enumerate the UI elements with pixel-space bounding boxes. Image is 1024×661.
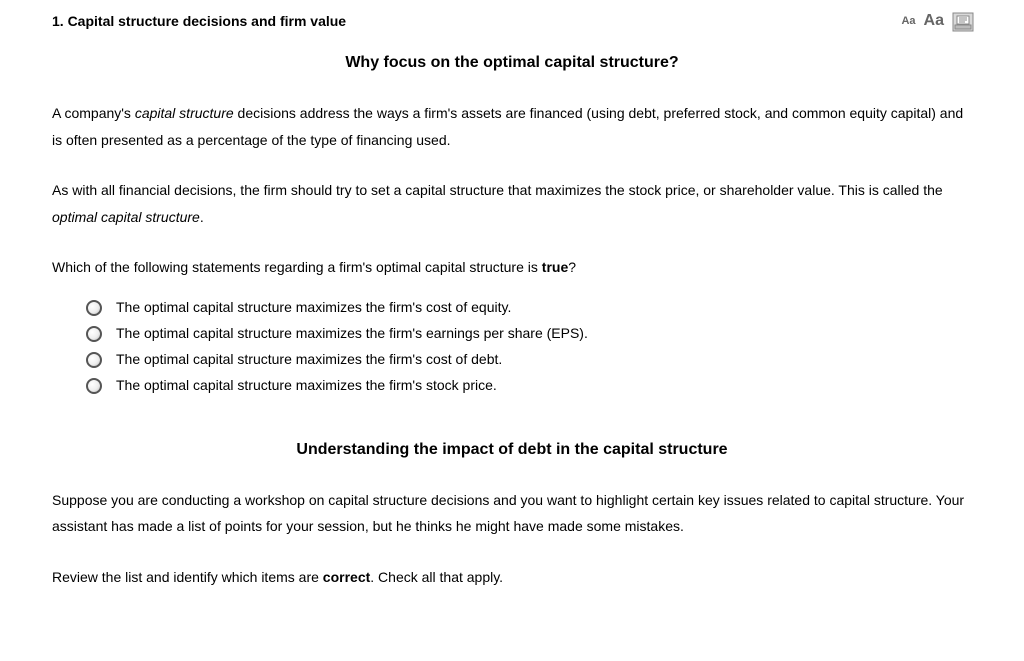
para2-text-pre: As with all financial decisions, the fir… <box>52 182 943 198</box>
question-title: 1. Capital structure decisions and firm … <box>52 13 346 29</box>
option-label: The optimal capital structure maximizes … <box>116 321 588 347</box>
header-tools: Aa Aa <box>901 12 972 30</box>
font-size-large-button[interactable]: Aa <box>924 12 944 30</box>
para2-term: optimal capital structure <box>52 209 200 225</box>
option-row[interactable]: The optimal capital structure maximizes … <box>86 321 972 347</box>
radio-icon[interactable] <box>86 378 102 394</box>
radio-icon[interactable] <box>86 300 102 316</box>
s2p2-bold: correct <box>323 569 370 585</box>
section2-para1: Suppose you are conducting a workshop on… <box>52 487 972 540</box>
option-label: The optimal capital structure maximizes … <box>116 373 497 399</box>
header-row: 1. Capital structure decisions and firm … <box>52 12 972 30</box>
radio-icon[interactable] <box>86 326 102 342</box>
option-row[interactable]: The optimal capital structure maximizes … <box>86 295 972 321</box>
font-size-small-button[interactable]: Aa <box>901 15 915 27</box>
question-bold: true <box>542 259 568 275</box>
option-row[interactable]: The optimal capital structure maximizes … <box>86 347 972 373</box>
question-stem: Which of the following statements regard… <box>52 254 972 281</box>
section1-para2: As with all financial decisions, the fir… <box>52 177 972 230</box>
s2p2-pre: Review the list and identify which items… <box>52 569 323 585</box>
radio-icon[interactable] <box>86 352 102 368</box>
page-container: 1. Capital structure decisions and firm … <box>0 0 1024 610</box>
s2p2-post: . Check all that apply. <box>370 569 503 585</box>
section2-para2: Review the list and identify which items… <box>52 564 972 591</box>
options-group: The optimal capital structure maximizes … <box>52 295 972 399</box>
question-post: ? <box>568 259 576 275</box>
section1-para1: A company's capital structure decisions … <box>52 100 972 153</box>
print-icon[interactable] <box>952 12 972 30</box>
option-row[interactable]: The optimal capital structure maximizes … <box>86 373 972 399</box>
question-pre: Which of the following statements regard… <box>52 259 542 275</box>
section2-heading: Understanding the impact of debt in the … <box>52 441 972 459</box>
option-label: The optimal capital structure maximizes … <box>116 295 511 321</box>
para1-text-pre: A company's <box>52 105 135 121</box>
para1-term: capital structure <box>135 105 234 121</box>
para2-text-post: . <box>200 209 204 225</box>
option-label: The optimal capital structure maximizes … <box>116 347 502 373</box>
section1-heading: Why focus on the optimal capital structu… <box>52 54 972 72</box>
